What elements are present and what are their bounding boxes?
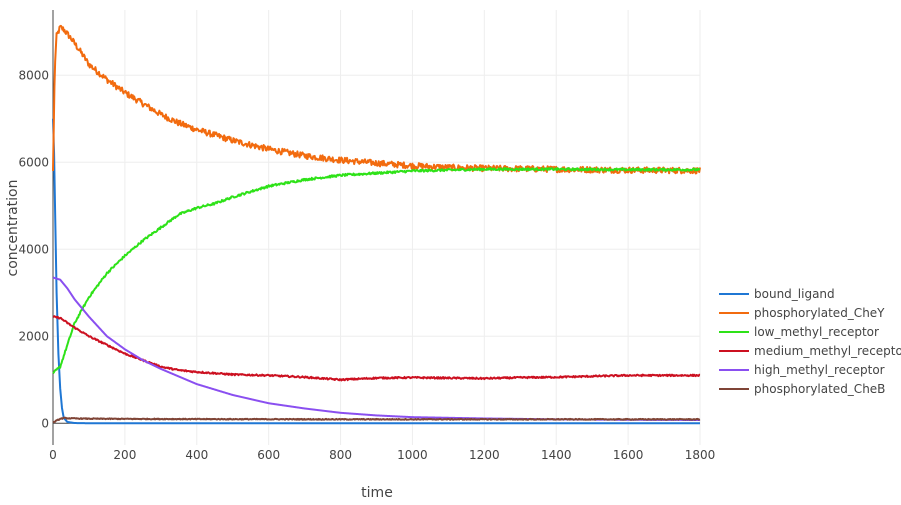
series-lines [52, 24, 701, 425]
series-line-medium-methyl-receptor [52, 315, 701, 382]
x-axis-title: time [361, 485, 393, 501]
x-tick-label: 0 [49, 448, 57, 462]
legend-label: low_methyl_receptor [754, 325, 879, 339]
x-tick-label: 1600 [613, 448, 644, 462]
x-tick-label: 200 [113, 448, 136, 462]
x-tick-label: 400 [185, 448, 208, 462]
x-tick-label: 1400 [541, 448, 572, 462]
legend: bound_ligand phosphorylated_CheY low_methy… [719, 287, 901, 396]
tick-labels: 0 200 400 600 800 1000 1200 1400 1600 1800 0 2000 40… [18, 68, 715, 462]
x-tick-label: 1800 [685, 448, 716, 462]
y-tick-label: 6000 [18, 155, 49, 169]
x-tick-label: 800 [329, 448, 352, 462]
legend-label: medium_methyl_receptor [754, 344, 901, 358]
y-tick-label: 2000 [18, 329, 49, 343]
x-tick-label: 600 [257, 448, 280, 462]
y-axis-title: concentration [5, 180, 21, 277]
series-line-bound-ligand [52, 118, 701, 425]
series-line-high-methyl-receptor [52, 276, 701, 421]
series-line-phosphorylated-CheY [52, 24, 701, 175]
legend-label: bound_ligand [754, 287, 835, 301]
y-tick-label: 8000 [18, 68, 49, 82]
legend-label: phosphorylated_CheB [754, 382, 885, 396]
legend-label: high_methyl_receptor [754, 363, 885, 377]
series-line-low-methyl-receptor [52, 167, 701, 374]
y-tick-label: 0 [41, 416, 49, 430]
x-tick-label: 1200 [469, 448, 500, 462]
grid-lines [53, 10, 701, 445]
legend-label: phosphorylated_CheY [754, 306, 885, 320]
y-tick-label: 4000 [18, 242, 49, 256]
series-line-phosphorylated-CheB [52, 416, 701, 424]
x-tick-label: 1000 [397, 448, 428, 462]
